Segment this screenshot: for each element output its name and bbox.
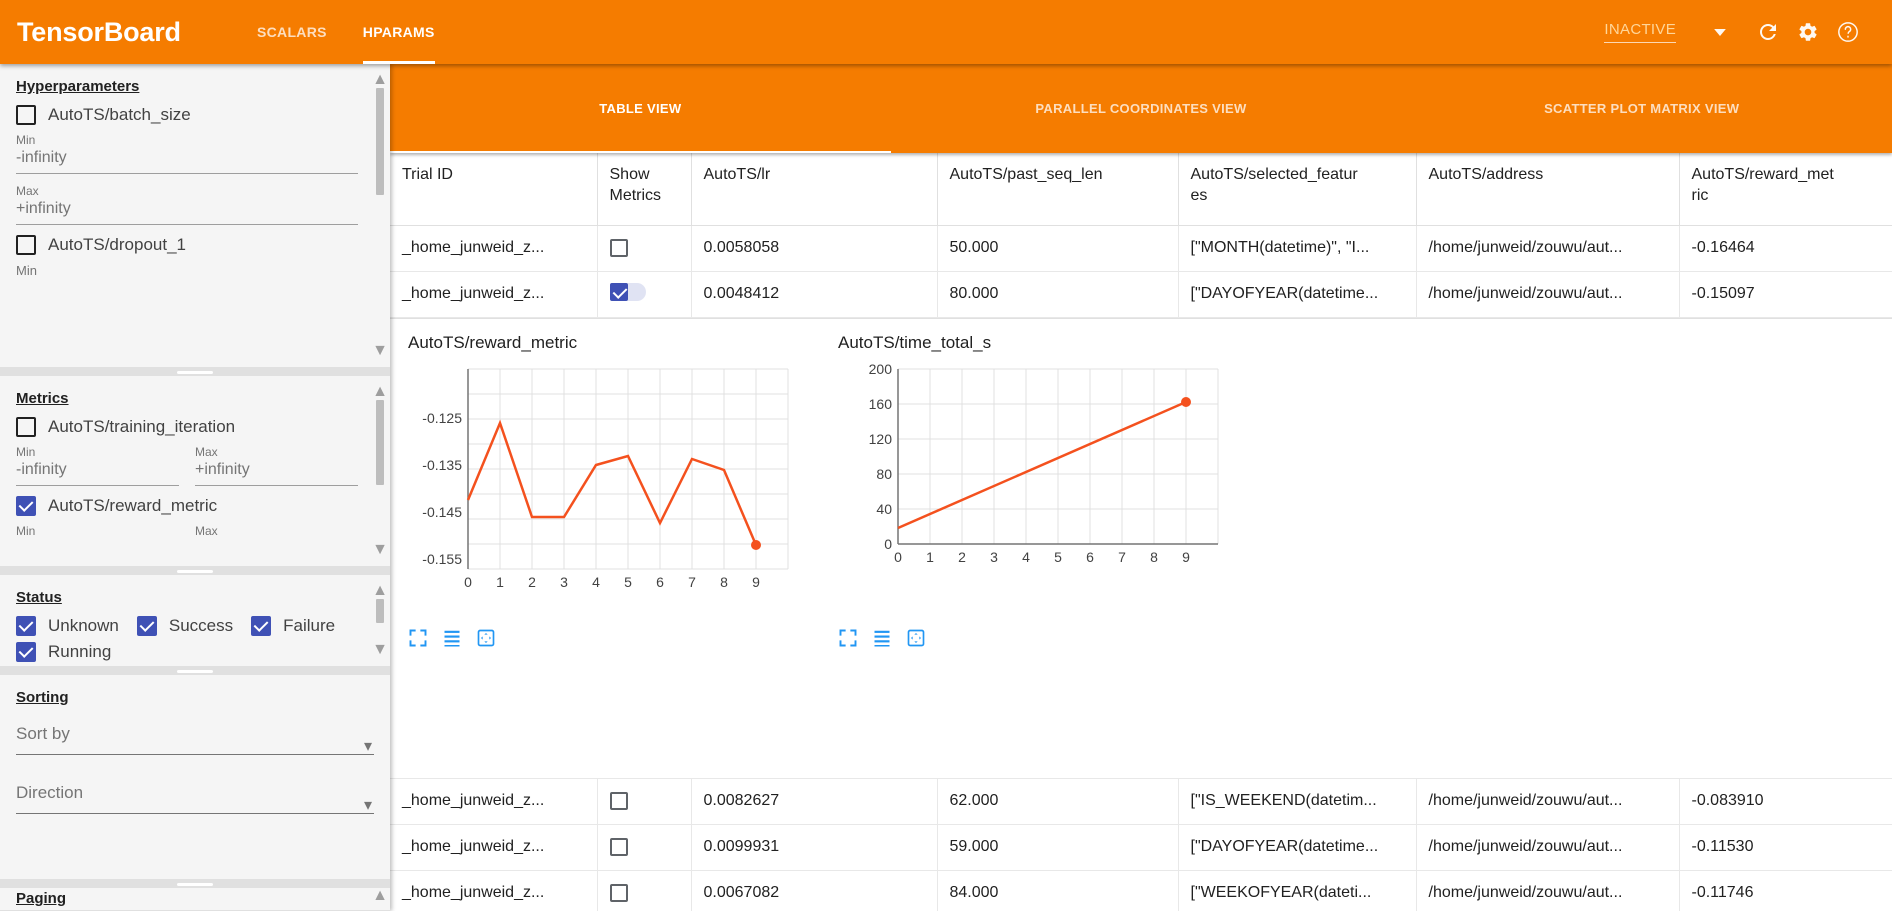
svg-text:2: 2 [958, 549, 966, 565]
svg-text:2: 2 [528, 574, 536, 590]
svg-text:120: 120 [869, 431, 893, 447]
svg-text:1: 1 [926, 549, 934, 565]
svg-text:9: 9 [1182, 549, 1190, 565]
svg-text:9: 9 [752, 574, 760, 590]
svg-text:7: 7 [1118, 549, 1126, 565]
svg-text:4: 4 [1022, 549, 1030, 565]
svg-text:160: 160 [869, 396, 893, 412]
svg-text:3: 3 [560, 574, 568, 590]
svg-text:-0.125: -0.125 [422, 410, 462, 426]
svg-text:200: 200 [869, 361, 893, 377]
svg-text:-0.135: -0.135 [422, 457, 462, 473]
svg-text:0: 0 [894, 549, 902, 565]
svg-text:-0.155: -0.155 [422, 551, 462, 567]
svg-text:4: 4 [592, 574, 600, 590]
svg-text:5: 5 [624, 574, 632, 590]
svg-text:8: 8 [720, 574, 728, 590]
svg-text:8: 8 [1150, 549, 1158, 565]
svg-text:0: 0 [884, 536, 892, 552]
svg-text:7: 7 [688, 574, 696, 590]
svg-text:3: 3 [990, 549, 998, 565]
svg-text:1: 1 [496, 574, 504, 590]
svg-text:6: 6 [656, 574, 664, 590]
svg-text:6: 6 [1086, 549, 1094, 565]
svg-text:0: 0 [464, 574, 472, 590]
svg-text:80: 80 [876, 466, 892, 482]
svg-text:40: 40 [876, 501, 892, 517]
svg-text:-0.145: -0.145 [422, 504, 462, 520]
svg-text:5: 5 [1054, 549, 1062, 565]
